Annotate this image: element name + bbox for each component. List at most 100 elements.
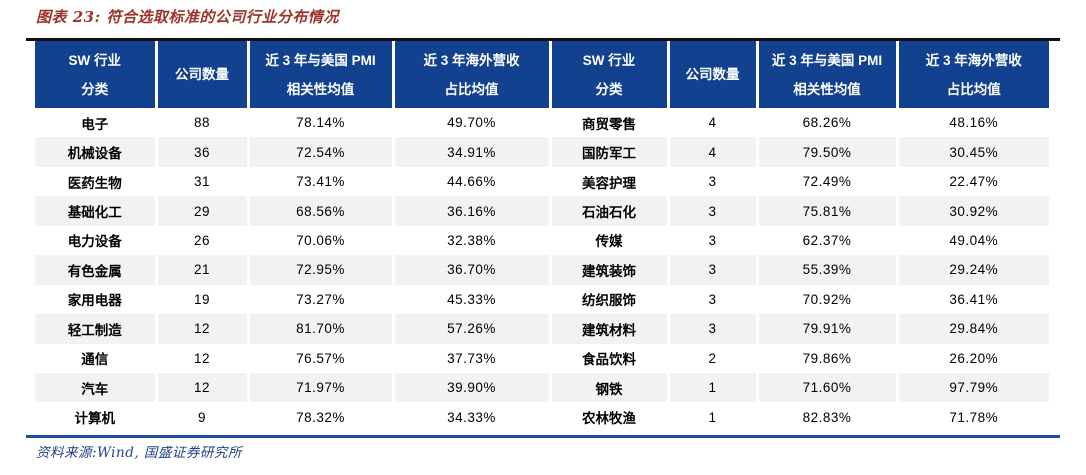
industry-cell: 家用电器 [67,293,122,309]
overseas-revenue-cell: 49.04% [895,225,1049,256]
company-count-cell: 36 [154,137,248,167]
col-header-overseas-revenue: 近 3 年海外营收 占比均值 [391,41,550,108]
table-row: 电力设备 26 70.06% 32.38% 传媒 3 62.37% 49.04% [35,225,1049,256]
pmi-correlation-cell: 76.57% [246,343,393,373]
bottom-rule [26,435,1060,438]
company-count-cell: 3 [666,314,757,344]
pmi-correlation-cell: 72.54% [246,137,393,167]
table-row: 轻工制造 12 81.70% 57.26% 建筑材料 3 79.91% 29.84% [35,314,1049,344]
top-rule [26,38,1060,41]
table-row: 汽车 12 71.97% 39.90% 钢铁 1 71.60% 97.79% [35,372,1049,403]
table-row: 家用电器 19 73.27% 45.33% 纺织服饰 3 70.92% 36.41% [35,284,1049,315]
company-count-cell: 9 [154,402,248,432]
col-header-company-count: 公司数量 [666,41,757,108]
overseas-revenue-cell: 71.78% [895,402,1049,432]
company-count-cell: 26 [154,225,248,256]
overseas-revenue-cell: 29.24% [895,255,1049,285]
industry-cell: 建筑材料 [548,314,668,344]
industry-cell: 机械设备 [35,137,156,167]
pmi-correlation-cell: 73.27% [246,284,393,315]
header-line: 占比均值 [444,81,499,97]
industry-cell: 纺织服饰 [548,284,668,315]
pmi-correlation-cell: 68.26% [755,108,897,138]
company-count-cell: 12 [154,372,248,403]
pmi-correlation-cell: 71.97% [246,372,393,403]
company-count-cell: 2 [666,343,757,373]
overseas-revenue-cell: 44.66% [391,166,550,197]
pmi-correlation-cell: 79.50% [755,137,897,167]
pmi-correlation-cell: 79.86% [755,343,897,373]
overseas-revenue-cell: 39.90% [391,372,550,403]
industry-cell: 医药生物 [67,175,122,191]
company-count-cell: 1 [666,372,757,403]
header-line: 相关性均值 [793,81,861,97]
col-header-industry: SW 行业 分类 [548,41,668,108]
industry-cell: 钢铁 [548,372,668,403]
industry-cell: 电子 [81,116,109,132]
table-body: 电子 88 78.14% 49.70% 商贸零售 4 68.26% 48.16% 机械设备 36 7… [35,108,1049,432]
company-count-cell: 31 [154,166,248,197]
industry-cell: 计算机 [74,411,116,427]
company-count-cell: 3 [666,284,757,315]
pmi-correlation-cell: 79.91% [755,314,897,344]
company-count-cell: 12 [154,314,248,344]
overseas-revenue-cell: 97.79% [895,372,1049,403]
company-count-cell: 4 [666,137,757,167]
col-header-pmi-correlation: 近 3 年与美国 PMI 相关性均值 [246,41,393,108]
pmi-correlation-cell: 78.32% [246,402,393,432]
industry-cell: 美容护理 [548,166,668,197]
industry-cell: 基础化工 [35,196,156,226]
industry-cell: 国防军工 [548,137,668,167]
col-header-overseas-revenue: 近 3 年海外营收 占比均值 [895,41,1049,108]
header-line: SW 行业 [582,52,636,68]
header-line: 近 3 年与美国 PMI [771,52,883,68]
pmi-correlation-cell: 73.41% [246,166,393,197]
header-line: 近 3 年海外营收 [925,52,1022,68]
overseas-revenue-cell: 22.47% [895,166,1049,197]
pmi-correlation-cell: 62.37% [755,225,897,256]
header-line: 占比均值 [946,81,1001,97]
industry-cell: 商贸零售 [548,108,668,138]
industry-table: SW 行业 分类 公司数量 近 3 年与美国 PMI 相关性均值 近 3 年海外… [35,41,1049,432]
table-row: 医药生物 31 73.41% 44.66% 美容护理 3 72.49% 22.47% [35,166,1049,197]
pmi-correlation-cell: 78.14% [246,108,393,138]
table-row: 通信 12 76.57% 37.73% 食品饮料 2 79.86% 26.20% [35,343,1049,373]
pmi-correlation-cell: 55.39% [755,255,897,285]
overseas-revenue-cell: 49.70% [391,108,550,138]
overseas-revenue-cell: 57.26% [391,314,550,344]
overseas-revenue-cell: 45.33% [391,284,550,315]
pmi-correlation-cell: 72.95% [246,255,393,285]
overseas-revenue-cell: 34.91% [391,137,550,167]
pmi-correlation-cell: 68.56% [246,196,393,226]
pmi-correlation-cell: 75.81% [755,196,897,226]
overseas-revenue-cell: 26.20% [895,343,1049,373]
company-count-cell: 3 [666,166,757,197]
company-count-cell: 19 [154,284,248,315]
company-count-cell: 3 [666,225,757,256]
industry-cell: 农林牧渔 [548,402,668,432]
overseas-revenue-cell: 34.33% [391,402,550,432]
overseas-revenue-cell: 48.16% [895,108,1049,138]
industry-cell: 石油石化 [548,196,668,226]
overseas-revenue-cell: 30.92% [895,196,1049,226]
col-header-industry: SW 行业 分类 [35,41,156,108]
company-count-cell: 29 [154,196,248,226]
overseas-revenue-cell: 36.16% [391,196,550,226]
industry-cell: 传媒 [548,225,668,256]
industry-cell: 轻工制造 [35,314,156,344]
company-count-cell: 88 [154,108,248,138]
company-count-cell: 3 [666,255,757,285]
col-header-pmi-correlation: 近 3 年与美国 PMI 相关性均值 [755,41,897,108]
table-row: 电子 88 78.14% 49.70% 商贸零售 4 68.26% 48.16% [35,108,1049,138]
col-header-company-count: 公司数量 [154,41,248,108]
industry-cell: 汽车 [35,372,156,403]
overseas-revenue-cell: 30.45% [895,137,1049,167]
table-row: 计算机 9 78.32% 34.33% 农林牧渔 1 82.83% 71.78% [35,402,1049,432]
company-count-cell: 4 [666,108,757,138]
company-count-cell: 3 [666,196,757,226]
pmi-correlation-cell: 70.92% [755,284,897,315]
industry-cell: 通信 [81,352,109,368]
pmi-correlation-cell: 72.49% [755,166,897,197]
table-row: 基础化工 29 68.56% 36.16% 石油石化 3 75.81% 30.92% [35,196,1049,226]
